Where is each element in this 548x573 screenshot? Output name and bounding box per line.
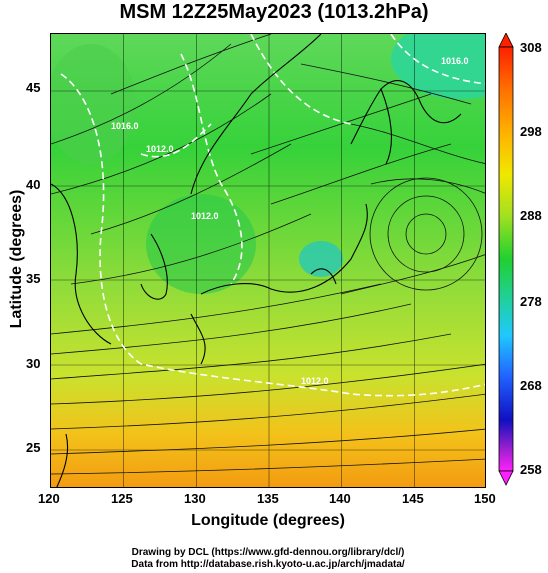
y-tick: 45 [26, 80, 41, 95]
y-tick: 30 [26, 356, 41, 371]
x-tick: 120 [38, 491, 60, 506]
x-tick: 125 [111, 491, 133, 506]
y-tick: 35 [26, 271, 41, 286]
colorbar-label: 298 [520, 124, 542, 139]
credit-line-1: Drawing by DCL (https://www.gfd-dennou.o… [131, 547, 405, 558]
x-tick: 135 [257, 491, 279, 506]
colorbar-label: 268 [520, 378, 542, 393]
y-axis-label: Latitude (degrees) [8, 189, 25, 329]
map-panel: 1016.0 1012.0 1012.0 1016.0 1012.0 [50, 33, 486, 488]
colorbar [498, 32, 548, 498]
x-tick: 145 [402, 491, 424, 506]
isobars [60, 34, 485, 397]
temperature-field: 1016.0 1012.0 1012.0 1016.0 1012.0 [51, 34, 485, 487]
y-tick: 40 [26, 177, 41, 192]
y-tick: 25 [26, 440, 41, 455]
contour-label: 1012.0 [191, 211, 219, 221]
contour-label: 1012.0 [146, 144, 174, 154]
colorbar-label: 308 [520, 40, 542, 55]
colorbar-label: 258 [520, 462, 542, 477]
contour-label: 1016.0 [111, 121, 139, 131]
x-tick: 130 [184, 491, 206, 506]
x-tick: 140 [329, 491, 351, 506]
contour-label: 1016.0 [441, 56, 469, 66]
colorbar-label: 288 [520, 208, 542, 223]
colorbar-label: 278 [520, 294, 542, 309]
page-title: MSM 12Z25May2023 (1013.2hPa) [119, 1, 429, 23]
coastline [51, 34, 462, 487]
x-axis-label: Longitude (degrees) [191, 512, 345, 529]
credit-line-2: Data from http://database.rish.kyoto-u.a… [131, 559, 405, 570]
contour-label: 1012.0 [301, 376, 329, 386]
x-tick: 150 [474, 491, 496, 506]
wind-streamlines [51, 34, 485, 475]
